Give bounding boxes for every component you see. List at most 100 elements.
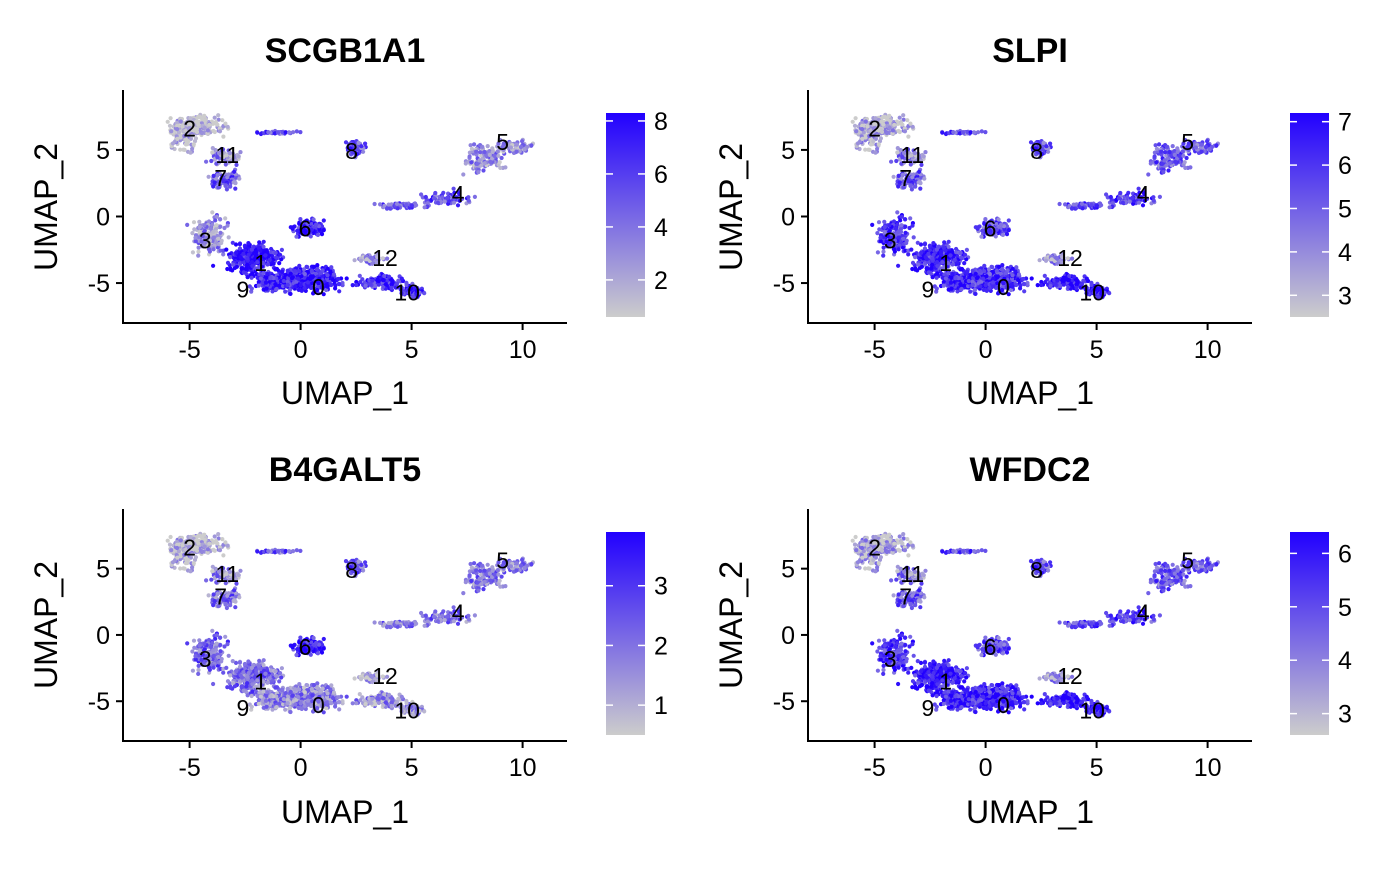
cell-point [882,220,886,224]
cell-point [212,236,216,240]
colorbar [606,113,645,317]
cell-point [274,255,278,259]
cell-point [245,256,249,260]
cell-point [1055,279,1059,283]
cell-point [242,270,246,274]
cell-point [382,274,386,278]
cell-point [202,114,206,118]
colorbar-tick-label: 6 [654,161,668,189]
cell-point [216,532,220,536]
cell-point [274,251,278,255]
cell-point [226,261,230,265]
cell-point [166,539,170,543]
cell-point [446,196,450,200]
cell-point [166,120,170,124]
cell-point [875,147,879,151]
cell-point [924,255,928,259]
cell-point [991,280,995,284]
cell-point [925,266,929,270]
colorbar-tick-label: 8 [654,108,668,136]
cell-point [467,199,471,203]
cell-point [1200,150,1204,154]
cell-point [922,177,926,181]
x-tick-label: 0 [294,336,308,364]
cell-point [942,284,946,288]
cell-point [231,263,235,267]
cell-point [895,150,899,154]
cell-point [928,244,932,248]
y-tick-label: -5 [88,270,110,298]
cell-point [870,223,874,227]
cell-point [964,257,968,261]
cell-point [894,159,898,163]
cell-point [305,265,309,269]
cell-point [905,118,909,122]
cell-point [331,278,335,282]
cell-point [483,161,487,165]
cell-point [322,228,326,232]
cell-point [1158,195,1162,199]
colorbar-tick-label: 4 [654,214,668,242]
colorbar [1290,113,1329,317]
cell-point [469,160,473,164]
cell-point [203,126,207,130]
cell-point [299,274,303,278]
cluster-label: 9 [922,277,935,303]
cell-point [221,135,225,139]
cell-point [1007,228,1011,232]
cell-point [1038,258,1042,262]
cell-point [935,287,939,291]
cell-point [935,276,939,280]
cell-point [958,267,962,271]
cell-point [423,205,427,209]
cluster-label: 9 [237,277,250,303]
cell-point [889,160,893,164]
cell-point [231,241,235,245]
cell-point [976,130,980,134]
cell-point [312,217,316,221]
x-axis-label: UMAP_1 [281,375,409,411]
cell-point [218,225,222,229]
cell-point [901,113,905,117]
cell-point [475,162,479,166]
cell-point [214,223,218,227]
cell-point [218,548,222,552]
cluster-label: 3 [199,228,212,254]
cell-point [192,142,196,146]
y-tick-label: 0 [781,203,795,231]
cell-point [175,127,179,131]
cell-point [289,272,293,276]
cell-point [1208,147,1212,151]
cell-point [287,131,291,135]
cluster-label: 5 [496,129,509,155]
cell-point [288,292,292,296]
cell-point [1200,143,1204,147]
cell-point [911,261,915,265]
cluster-label: 1 [939,250,952,276]
cell-point [916,241,920,245]
cell-point [888,126,892,130]
cell-point [373,202,377,206]
x-tick-label: 5 [1090,336,1104,364]
cell-point [223,540,227,544]
cell-point [404,203,408,207]
cell-point [860,137,864,141]
cluster-label: 12 [372,245,398,271]
colorbar-tick-label: 5 [1338,196,1352,224]
cell-point [949,281,953,285]
cell-point [486,144,490,148]
cell-point [917,170,921,174]
cell-point [968,290,972,294]
cluster-label: 8 [1030,138,1043,164]
y-tick-label: -5 [773,270,795,298]
cell-point [1107,291,1111,295]
cell-point [903,129,907,133]
cell-point [885,117,889,121]
x-tick-label: 10 [509,336,537,364]
cell-point [918,187,922,191]
cell-point [980,129,984,133]
cell-point [868,148,872,152]
cell-point [1128,200,1132,204]
cell-point [1153,154,1157,158]
cell-point [224,248,228,252]
